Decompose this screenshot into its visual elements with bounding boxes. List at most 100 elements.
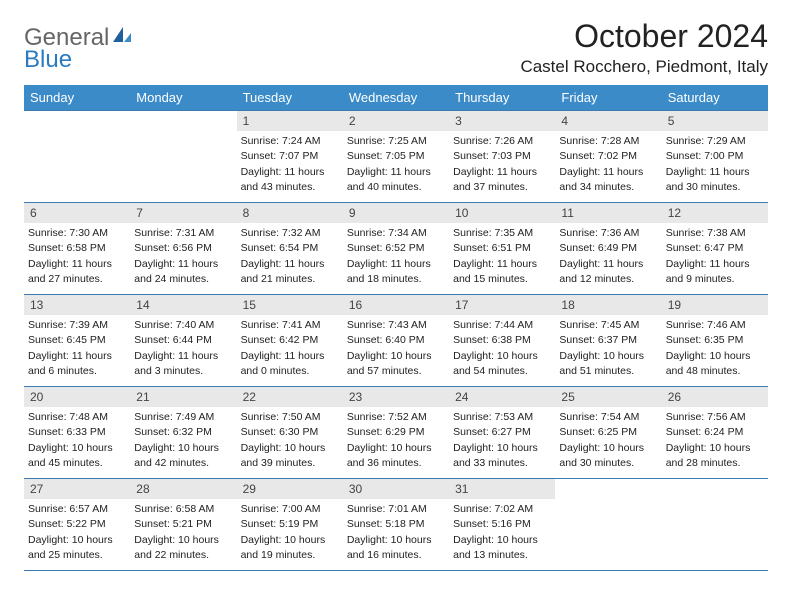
day-body: Sunrise: 7:45 AMSunset: 6:37 PMDaylight:… [555,315,661,383]
day-number: 6 [24,203,130,223]
day-line: Sunset: 6:32 PM [134,425,230,439]
calendar-day-cell: 6Sunrise: 7:30 AMSunset: 6:58 PMDaylight… [24,203,130,295]
day-line: Daylight: 10 hours [241,533,337,547]
calendar-day-cell: 13Sunrise: 7:39 AMSunset: 6:45 PMDayligh… [24,295,130,387]
day-line: Daylight: 11 hours [666,165,762,179]
day-line: and 30 minutes. [559,456,655,470]
day-line: Daylight: 10 hours [241,441,337,455]
day-body: Sunrise: 7:25 AMSunset: 7:05 PMDaylight:… [343,131,449,199]
day-number: 25 [555,387,661,407]
calendar-day-cell: 29 Sunrise: 7:00 AMSunset: 5:19 PM Dayligh… [237,479,343,571]
day-line: Daylight: 11 hours [347,257,443,271]
day-line: Sunset: 7:07 PM [241,149,337,163]
day-number: 12 [662,203,768,223]
day-body: Sunrise: 7:24 AMSunset: 7:07 PMDaylight:… [237,131,343,199]
calendar-day-cell [24,111,130,203]
day-line: Sunrise: 7:35 AM [453,226,549,240]
day-line: Daylight: 10 hours [28,533,124,547]
day-line: Sunset: 7:05 PM [347,149,443,163]
day-line: Sunrise: 7:26 AM [453,134,549,148]
day-body: Sunrise: 7:56 AMSunset: 6:24 PMDaylight:… [662,407,768,475]
day-line: Daylight: 11 hours [28,349,124,363]
day-line: Sunrise: 7:45 AM [559,318,655,332]
day-line: Daylight: 10 hours [28,441,124,455]
day-body: Sunrise: 7:35 AMSunset: 6:51 PMDaylight:… [449,223,555,291]
day-line: Sunset: 5:19 PM [241,517,337,531]
day-line: and 33 minutes. [453,456,549,470]
day-line: Sunset: 6:56 PM [134,241,230,255]
day-body: Sunrise: 7:26 AMSunset: 7:03 PMDaylight:… [449,131,555,199]
calendar-day-cell: 23Sunrise: 7:52 AMSunset: 6:29 PMDayligh… [343,387,449,479]
calendar-day-cell: 27Sunrise: 6:57 AMSunset: 5:22 PMDayligh… [24,479,130,571]
day-line: Sunset: 7:03 PM [453,149,549,163]
day-line: and 40 minutes. [347,180,443,194]
calendar-day-cell: 2Sunrise: 7:25 AMSunset: 7:05 PMDaylight… [343,111,449,203]
day-line: Daylight: 10 hours [347,533,443,547]
day-line: Sunrise: 7:43 AM [347,318,443,332]
day-body: Sunrise: 7:39 AMSunset: 6:45 PMDaylight:… [24,315,130,383]
day-line: Sunrise: 7:46 AM [666,318,762,332]
day-number: 29 [237,479,343,499]
day-line: and 34 minutes. [559,180,655,194]
day-line: Sunset: 6:44 PM [134,333,230,347]
month-title: October 2024 [520,18,768,55]
day-line: Sunset: 7:00 PM [666,149,762,163]
day-line: and 48 minutes. [666,364,762,378]
day-line: and 54 minutes. [453,364,549,378]
day-body: Sunrise: 7:44 AMSunset: 6:38 PMDaylight:… [449,315,555,383]
day-line: Sunset: 6:45 PM [28,333,124,347]
calendar-day-cell: 3Sunrise: 7:26 AMSunset: 7:03 PMDaylight… [449,111,555,203]
calendar-day-cell: 26Sunrise: 7:56 AMSunset: 6:24 PMDayligh… [662,387,768,479]
day-body: Sunrise: 7:32 AMSunset: 6:54 PM Daylight:… [237,223,343,291]
day-line: Sunset: 6:52 PM [347,241,443,255]
day-body: Sunrise: 6:57 AMSunset: 5:22 PMDaylight:… [24,499,130,567]
day-line: Daylight: 11 hours [241,257,337,271]
calendar-day-cell: 12Sunrise: 7:38 AMSunset: 6:47 PMDayligh… [662,203,768,295]
day-line: and 42 minutes. [134,456,230,470]
day-number: 4 [555,111,661,131]
day-line: Sunset: 6:30 PM [241,425,337,439]
day-line: and 12 minutes. [559,272,655,286]
day-body: Sunrise: 7:36 AMSunset: 6:49 PMDaylight:… [555,223,661,291]
day-number: 9 [343,203,449,223]
day-number: 23 [343,387,449,407]
day-number: 1 [237,111,343,131]
weekday-header: Friday [555,85,661,111]
day-line: Sunrise: 7:02 AM [453,502,549,516]
calendar-day-cell [555,479,661,571]
day-body: Sunrise: 7:41 AMSunset: 6:42 PMDaylight:… [237,315,343,383]
calendar-day-cell: 8Sunrise: 7:32 AMSunset: 6:54 PMDaylight… [237,203,343,295]
day-number: 3 [449,111,555,131]
calendar-day-cell: 18Sunrise: 7:45 AMSunset: 6:37 PMDayligh… [555,295,661,387]
day-line: Sunrise: 7:00 AM [241,502,337,516]
day-line: Sunrise: 7:28 AM [559,134,655,148]
day-body: Sunrise: 7:46 AMSunset: 6:35 PMDaylight:… [662,315,768,383]
day-number: 17 [449,295,555,315]
day-line: Daylight: 10 hours [453,441,549,455]
day-line: Sunset: 6:35 PM [666,333,762,347]
day-line: and 0 minutes. [241,364,337,378]
day-line: and 25 minutes. [28,548,124,562]
day-line: Daylight: 10 hours [559,441,655,455]
day-line: Daylight: 10 hours [666,441,762,455]
day-number: 15 [237,295,343,315]
location-text: Castel Rocchero, Piedmont, Italy [520,57,768,77]
day-line: Sunset: 6:54 PM [241,241,337,255]
logo-sail-icon [111,24,133,52]
weekday-header: Monday [130,85,236,111]
day-number: 2 [343,111,449,131]
day-line: Sunset: 5:18 PM [347,517,443,531]
day-number: 11 [555,203,661,223]
day-line: Sunset: 6:24 PM [666,425,762,439]
day-line: Sunset: 5:22 PM [28,517,124,531]
day-line: and 30 minutes. [666,180,762,194]
day-line: and 6 minutes. [28,364,124,378]
day-line: Sunrise: 7:36 AM [559,226,655,240]
day-line: Sunrise: 7:40 AM [134,318,230,332]
day-line: Daylight: 11 hours [453,257,549,271]
day-line: Sunset: 5:21 PM [134,517,230,531]
day-line: Daylight: 11 hours [347,165,443,179]
day-number: 27 [24,479,130,499]
day-line: Sunrise: 7:32 AM [241,226,337,240]
calendar-day-cell: 7Sunrise: 7:31 AMSunset: 6:56 PMDaylight… [130,203,236,295]
